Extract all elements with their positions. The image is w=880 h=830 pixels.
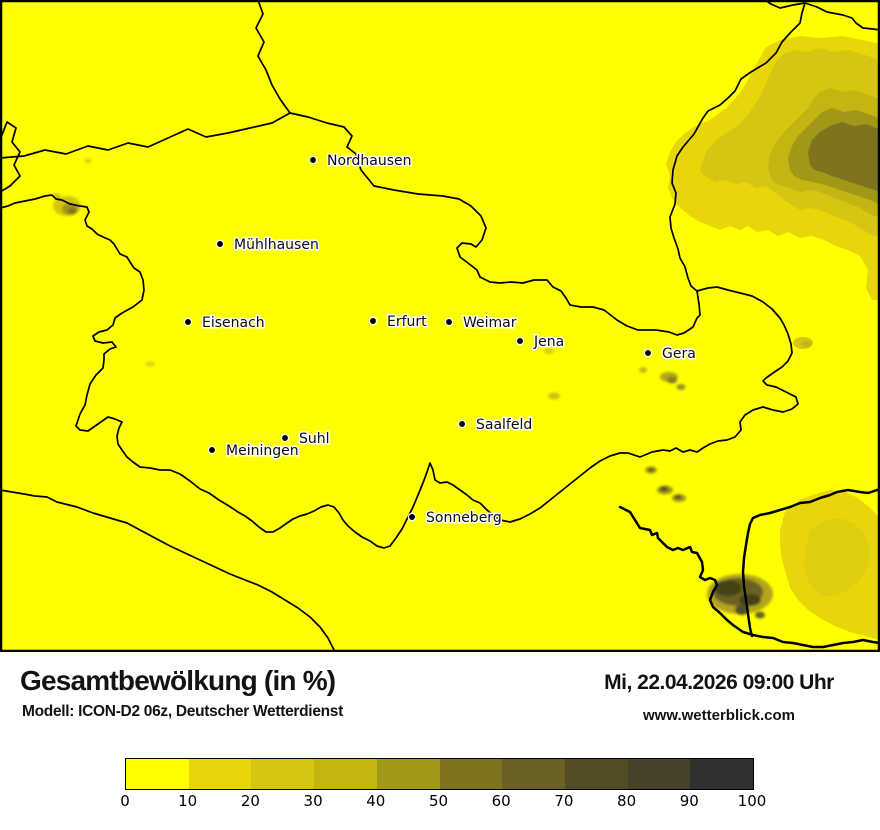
city-dot <box>407 512 417 522</box>
legend-tick-label: 80 <box>617 792 637 810</box>
city-marker: Gera <box>643 345 697 364</box>
city-dot <box>207 445 217 455</box>
city-label: Gera <box>662 346 696 362</box>
website-link: www.wetterblick.com <box>643 707 795 724</box>
city-label: Meiningen <box>226 443 299 459</box>
city-dot <box>368 316 378 326</box>
city-label: Saalfeld <box>476 417 532 433</box>
city-dot <box>643 348 653 358</box>
colorbar-tick-labels: 0 10 20 30 40 50 60 70 80 90 100 <box>0 792 880 816</box>
city-label: Suhl <box>299 431 330 447</box>
city-label: Nordhausen <box>327 153 412 169</box>
map-frame <box>0 0 880 652</box>
city-marker: Meiningen <box>207 442 300 461</box>
cloud-region-southeast <box>780 337 880 640</box>
city-dot <box>515 336 525 346</box>
legend-tick-label: 40 <box>366 792 386 810</box>
city-dot <box>215 239 225 249</box>
cloud-specks <box>53 158 773 619</box>
legend-tick-label: 0 <box>120 792 130 810</box>
city-marker: Jena <box>515 333 566 352</box>
legend-tick-label: 100 <box>737 792 767 810</box>
legend-color-segment <box>502 759 565 789</box>
city-dot <box>280 433 290 443</box>
city-marker: Suhl <box>280 430 331 449</box>
legend-color-segment <box>251 759 315 789</box>
city-marker: Sonneberg <box>407 509 503 528</box>
city-label: Weimar <box>463 315 517 331</box>
map-area: Nordhausen Mühlhausen Eisenach Erfurt Weimar… <box>0 0 880 652</box>
model-subtitle: Modell: ICON-D2 06z, Deutscher Wetterdie… <box>22 703 343 720</box>
legend-color-segment <box>627 759 691 789</box>
legend-color-segment <box>188 759 252 789</box>
city-marker: Nordhausen <box>308 152 413 171</box>
legend-color-segment <box>314 759 377 789</box>
city-marker: Saalfeld <box>457 416 534 435</box>
legend-tick-label: 60 <box>491 792 511 810</box>
city-label: Eisenach <box>202 315 265 331</box>
weather-map: Nordhausen Mühlhausen Eisenach Erfurt Weimar… <box>0 0 880 652</box>
city-label: Erfurt <box>387 314 427 330</box>
page-title: Gesamtbewölkung (in %) <box>20 665 336 696</box>
legend-tick-label: 50 <box>428 792 449 810</box>
city-label: Sonneberg <box>426 510 502 526</box>
legend-tick-label: 70 <box>554 792 574 810</box>
city-markers: Nordhausen Mühlhausen Eisenach Erfurt Weimar… <box>183 152 697 528</box>
city-dot <box>308 155 318 165</box>
cloud-region-northeast <box>666 36 880 300</box>
city-dot <box>183 317 193 327</box>
city-dot <box>444 317 454 327</box>
city-dot <box>457 419 467 429</box>
colorbar-legend <box>125 758 754 790</box>
city-label: Mühlhausen <box>234 237 319 253</box>
city-label: Jena <box>533 334 564 350</box>
city-marker: Weimar <box>444 314 518 333</box>
legend-tick-label: 10 <box>178 792 198 810</box>
legend-color-segment <box>126 759 189 789</box>
forecast-datetime: Mi, 22.04.2026 09:00 Uhr <box>604 671 834 694</box>
legend-tick-label: 20 <box>240 792 260 810</box>
legend-color-segment <box>564 759 628 789</box>
city-marker: Eisenach <box>183 314 266 333</box>
legend-color-segment <box>439 759 503 789</box>
border-lines <box>0 0 880 652</box>
legend-tick-label: 30 <box>303 792 323 810</box>
legend-color-segment <box>376 759 440 789</box>
city-marker: Mühlhausen <box>215 236 320 255</box>
legend-color-segment <box>690 759 754 789</box>
legend-tick-label: 90 <box>679 792 699 810</box>
city-marker: Erfurt <box>368 313 429 332</box>
